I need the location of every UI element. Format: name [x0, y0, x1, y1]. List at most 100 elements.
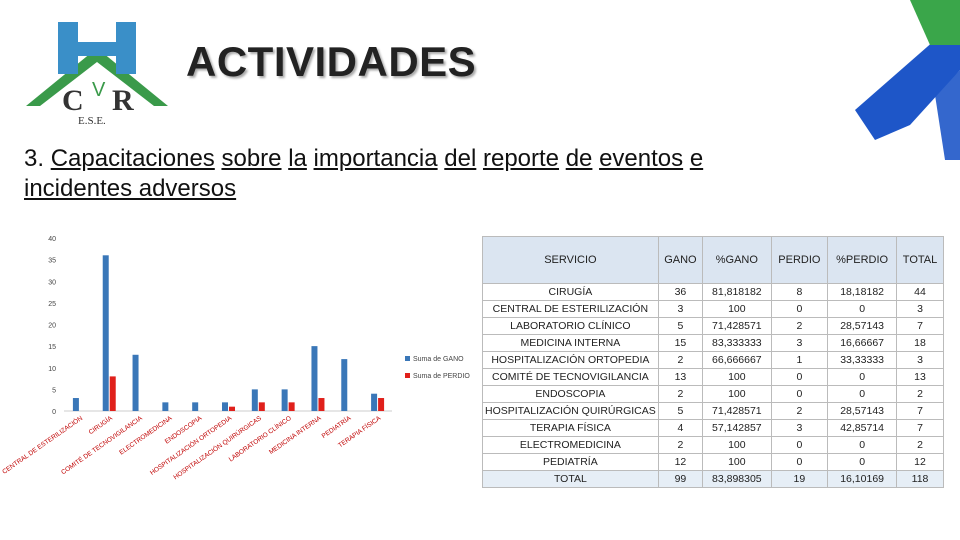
bar-perdio	[318, 398, 325, 411]
x-tick-label: MEDICINA INTERNA	[268, 415, 323, 457]
table-cell: 0	[827, 436, 898, 454]
legend-swatch	[405, 373, 410, 378]
page-title: ACTIVIDADES	[186, 38, 477, 85]
bar-gano	[132, 354, 139, 411]
bar-gano	[251, 389, 258, 411]
subtitle-line2: incidentes adversos	[24, 175, 237, 202]
header-pct-perdio: %PERDIO	[827, 236, 898, 284]
table-cell: 3	[657, 300, 704, 318]
table-cell: 71,428571	[702, 317, 772, 335]
table-row: COMITÉ DE TECNOVIGILANCIA 13 100 0 0 13	[482, 368, 944, 386]
table-cell: 0	[827, 300, 898, 318]
bar-gano	[102, 255, 109, 411]
table-cell: 18	[896, 334, 944, 352]
table-cell: PEDIATRÍA	[482, 453, 659, 471]
table-cell: ELECTROMEDICINA	[482, 436, 659, 454]
legend-swatch	[405, 356, 410, 361]
table-cell: 7	[896, 419, 944, 437]
bar-perdio	[288, 402, 295, 411]
table-cell: 33,33333	[827, 351, 898, 369]
table-cell: 83,333333	[702, 334, 772, 352]
bar-gano	[72, 398, 79, 411]
table-cell: 0	[827, 385, 898, 403]
table-cell: ENDOSCOPIA	[482, 385, 659, 403]
table-cell: 0	[827, 453, 898, 471]
table-row: ELECTROMEDICINA 2 100 0 0 2	[482, 436, 944, 454]
y-tick-label: 40	[48, 236, 56, 243]
table-cell: 1	[770, 351, 829, 369]
bar-perdio	[109, 376, 116, 411]
table-cell: 100	[702, 453, 772, 471]
header-servicio: SERVICIO	[482, 236, 659, 284]
table-cell: 2	[657, 351, 704, 369]
table-cell: 0	[770, 453, 829, 471]
total-cell: TOTAL	[482, 470, 659, 488]
table-row: ENDOSCOPIA 2 100 0 0 2	[482, 385, 944, 403]
svg-text:R: R	[112, 84, 134, 117]
table-cell: 12	[896, 453, 944, 471]
table-cell: 28,57143	[827, 317, 898, 335]
table-cell: 44	[896, 283, 944, 301]
table-cell: 5	[657, 402, 704, 420]
header-total: TOTAL	[896, 236, 944, 284]
table-row: HOSPITALIZACIÓN QUIRÚRGICAS 5 71,428571 2 28…	[482, 402, 944, 420]
y-tick-label: 35	[48, 258, 56, 265]
table-cell: 100	[702, 368, 772, 386]
table-cell: 2	[770, 402, 829, 420]
svg-text:C: C	[62, 84, 84, 117]
table-cell: 3	[896, 351, 944, 369]
table-cell: 71,428571	[702, 402, 772, 420]
total-cell: 19	[770, 470, 829, 488]
header-perdio: PERDIO	[770, 236, 829, 284]
subtitle: 3. Capacitaciones sobre la importancia d…	[24, 145, 704, 202]
table-cell: HOSPITALIZACIÓN ORTOPEDIA	[482, 351, 659, 369]
header-gano: GANO	[657, 236, 704, 284]
total-cell: 16,10169	[827, 470, 898, 488]
table-row: CIRUGÍA 36 81,818182 8 18,18182 44	[482, 283, 944, 301]
table-cell: 66,666667	[702, 351, 772, 369]
table-row: TERAPIA FÍSICA 4 57,142857 3 42,85714 7	[482, 419, 944, 437]
table-cell: 28,57143	[827, 402, 898, 420]
y-tick-label: 5	[52, 387, 56, 394]
table-cell: 5	[657, 317, 704, 335]
table-cell: 2	[770, 317, 829, 335]
svg-text:V: V	[92, 79, 106, 101]
table-cell: 4	[657, 419, 704, 437]
table-cell: 8	[770, 283, 829, 301]
table-cell: CENTRAL DE ESTERILIZACIÓN	[482, 300, 659, 318]
table-cell: 0	[770, 368, 829, 386]
table-cell: 57,142857	[702, 419, 772, 437]
table-cell: 3	[896, 300, 944, 318]
table-cell: 7	[896, 402, 944, 420]
table-cell: 100	[702, 385, 772, 403]
total-row: TOTAL 99 83,898305 19 16,10169 118	[482, 470, 944, 488]
table-cell: COMITÉ DE TECNOVIGILANCIA	[482, 368, 659, 386]
x-tick-label: ELECTROMEDICINA	[118, 415, 174, 457]
table-cell: 0	[827, 368, 898, 386]
table-cell: 13	[896, 368, 944, 386]
table-cell: 7	[896, 317, 944, 335]
decorative-shapes	[855, 0, 960, 160]
table-row: CENTRAL DE ESTERILIZACIÓN 3 100 0 0 3	[482, 300, 944, 318]
y-tick-label: 15	[48, 344, 56, 351]
table-cell: 16,66667	[827, 334, 898, 352]
table-cell: 2	[657, 436, 704, 454]
bar-gano	[371, 393, 378, 411]
table-cell: TERAPIA FÍSICA	[482, 419, 659, 437]
bar-gano	[311, 346, 318, 411]
table-cell: LABORATORIO CLÍNICO	[482, 317, 659, 335]
x-tick-label: CIRUGÍA	[87, 413, 115, 436]
table-row: MEDICINA INTERNA 15 83,333333 3 16,66667 18	[482, 334, 944, 352]
table-row: PEDIATRÍA 12 100 0 0 12	[482, 453, 944, 471]
table-cell: MEDICINA INTERNA	[482, 334, 659, 352]
bar-gano	[281, 389, 288, 411]
y-tick-label: 10	[48, 366, 56, 373]
hospital-logo: C R V E.S.E.	[22, 18, 172, 130]
results-table: SERVICIO GANO %GANO PERDIO %PERDIO TOTAL…	[482, 236, 944, 488]
bar-perdio	[378, 398, 385, 411]
total-cell: 99	[657, 470, 704, 488]
logo-ese-text: E.S.E.	[78, 115, 106, 127]
table-cell: 18,18182	[827, 283, 898, 301]
bar-gano	[341, 359, 348, 411]
